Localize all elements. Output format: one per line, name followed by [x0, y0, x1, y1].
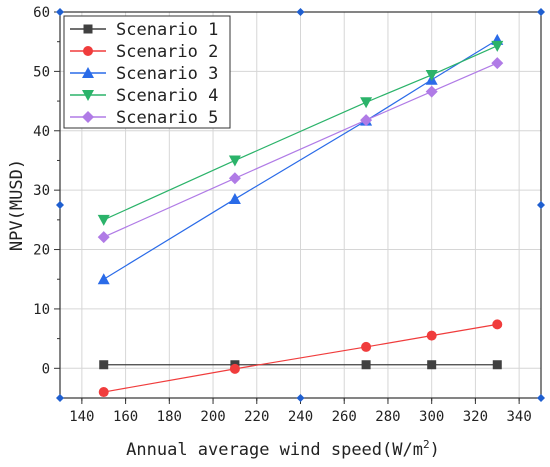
frame-handle-marker: [537, 201, 545, 209]
data-point: [361, 360, 371, 370]
data-point: [491, 40, 504, 52]
data-point: [97, 273, 110, 285]
legend-item: Scenario 4: [70, 86, 218, 106]
data-point: [360, 97, 373, 109]
legend-label: Scenario 2: [116, 42, 218, 62]
x-tick-label: 320: [463, 409, 488, 425]
legend-item: Scenario 2: [70, 42, 218, 62]
legend-item: Scenario 3: [70, 64, 218, 84]
x-tick-label: 300: [419, 409, 444, 425]
legend-marker: [83, 24, 93, 34]
series-2: [98, 319, 503, 398]
data-point: [425, 69, 438, 81]
data-point: [426, 330, 437, 341]
data-point: [360, 114, 373, 127]
legend-box: [63, 15, 231, 129]
data-point: [228, 193, 241, 205]
x-tick-label: 220: [244, 409, 269, 425]
x-tick-label: 140: [69, 409, 94, 425]
legend-marker: [82, 67, 94, 78]
legend-label: Scenario 3: [116, 64, 218, 84]
x-axis-title: Annual average wind speed(W/m2): [126, 438, 440, 460]
legend-item: Scenario 5: [70, 108, 218, 128]
legend-label: Scenario 5: [116, 108, 218, 128]
frame-handle-marker: [537, 394, 545, 402]
y-tick-label: 60: [33, 5, 50, 21]
x-tick-label: 280: [375, 409, 400, 425]
data-point: [427, 360, 437, 370]
x-tick-label: 160: [113, 409, 138, 425]
y-axis-title: NPV(MUSD): [7, 159, 27, 251]
frame-handle-marker: [296, 8, 305, 16]
y-tick-label: 0: [42, 361, 50, 377]
data-point: [228, 155, 241, 167]
y-tick-label: 30: [33, 183, 50, 199]
data-point: [97, 214, 110, 226]
data-point: [98, 387, 109, 398]
y-tick-label: 20: [33, 243, 50, 259]
frame-handle-marker: [537, 8, 545, 16]
data-point: [491, 57, 504, 70]
y-tick-label: 40: [33, 124, 50, 140]
series-5: [97, 57, 504, 244]
x-tick-label: 260: [332, 409, 357, 425]
y-tick-label: 50: [33, 64, 50, 80]
frame-handle-marker: [56, 201, 64, 209]
data-point: [492, 360, 502, 370]
x-tick-label: 340: [506, 409, 531, 425]
legend-marker: [82, 111, 94, 123]
legend-label: Scenario 4: [116, 86, 218, 106]
series: [97, 33, 504, 398]
frame-handle-marker: [296, 394, 305, 402]
legend-marker: [83, 46, 93, 56]
x-tick-label: 200: [200, 409, 225, 425]
data-point: [228, 172, 241, 185]
data-point: [492, 319, 503, 330]
legend-marker: [82, 90, 94, 101]
data-point: [361, 341, 372, 352]
legend-label: Scenario 1: [116, 20, 218, 40]
data-point: [229, 363, 240, 374]
legend-item: Scenario 1: [70, 20, 218, 40]
frame-handle-marker: [56, 8, 64, 16]
x-tick-label: 180: [157, 409, 182, 425]
data-point: [97, 231, 110, 244]
axes: 140 160 180 200 220 240 260 280 300 320 340 0 10 20 30…: [33, 5, 545, 425]
data-point: [425, 85, 438, 98]
data-point: [99, 360, 109, 370]
series-4: [97, 40, 504, 226]
frame-handle-marker: [56, 394, 64, 402]
y-tick-label: 10: [33, 302, 50, 318]
x-tick-label: 240: [288, 409, 313, 425]
